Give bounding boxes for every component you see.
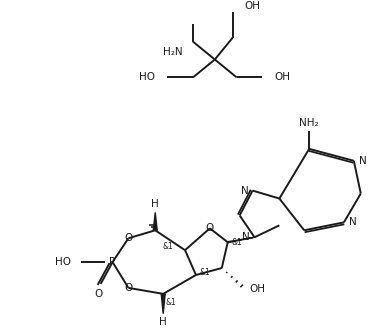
- Text: O: O: [206, 223, 214, 233]
- Text: O: O: [124, 233, 133, 243]
- Text: HO: HO: [55, 257, 71, 267]
- Text: H: H: [151, 199, 159, 210]
- Polygon shape: [228, 237, 255, 243]
- Text: H₂N: H₂N: [163, 47, 183, 56]
- Text: N: N: [241, 186, 249, 195]
- Text: &1: &1: [162, 242, 173, 251]
- Text: O: O: [95, 289, 103, 299]
- Text: P: P: [109, 257, 116, 267]
- Text: OH: OH: [245, 1, 261, 11]
- Text: N: N: [359, 156, 367, 166]
- Text: &1: &1: [165, 298, 176, 307]
- Text: H: H: [159, 317, 167, 327]
- Text: HO: HO: [139, 72, 155, 82]
- Text: OH: OH: [274, 72, 290, 82]
- Text: &1: &1: [232, 238, 242, 247]
- Text: N: N: [349, 217, 356, 227]
- Text: NH₂: NH₂: [299, 118, 319, 128]
- Text: N: N: [242, 232, 250, 242]
- Polygon shape: [153, 213, 157, 230]
- Text: &1: &1: [200, 268, 211, 277]
- Text: O: O: [124, 283, 133, 293]
- Text: OH: OH: [250, 284, 266, 294]
- Polygon shape: [161, 294, 165, 314]
